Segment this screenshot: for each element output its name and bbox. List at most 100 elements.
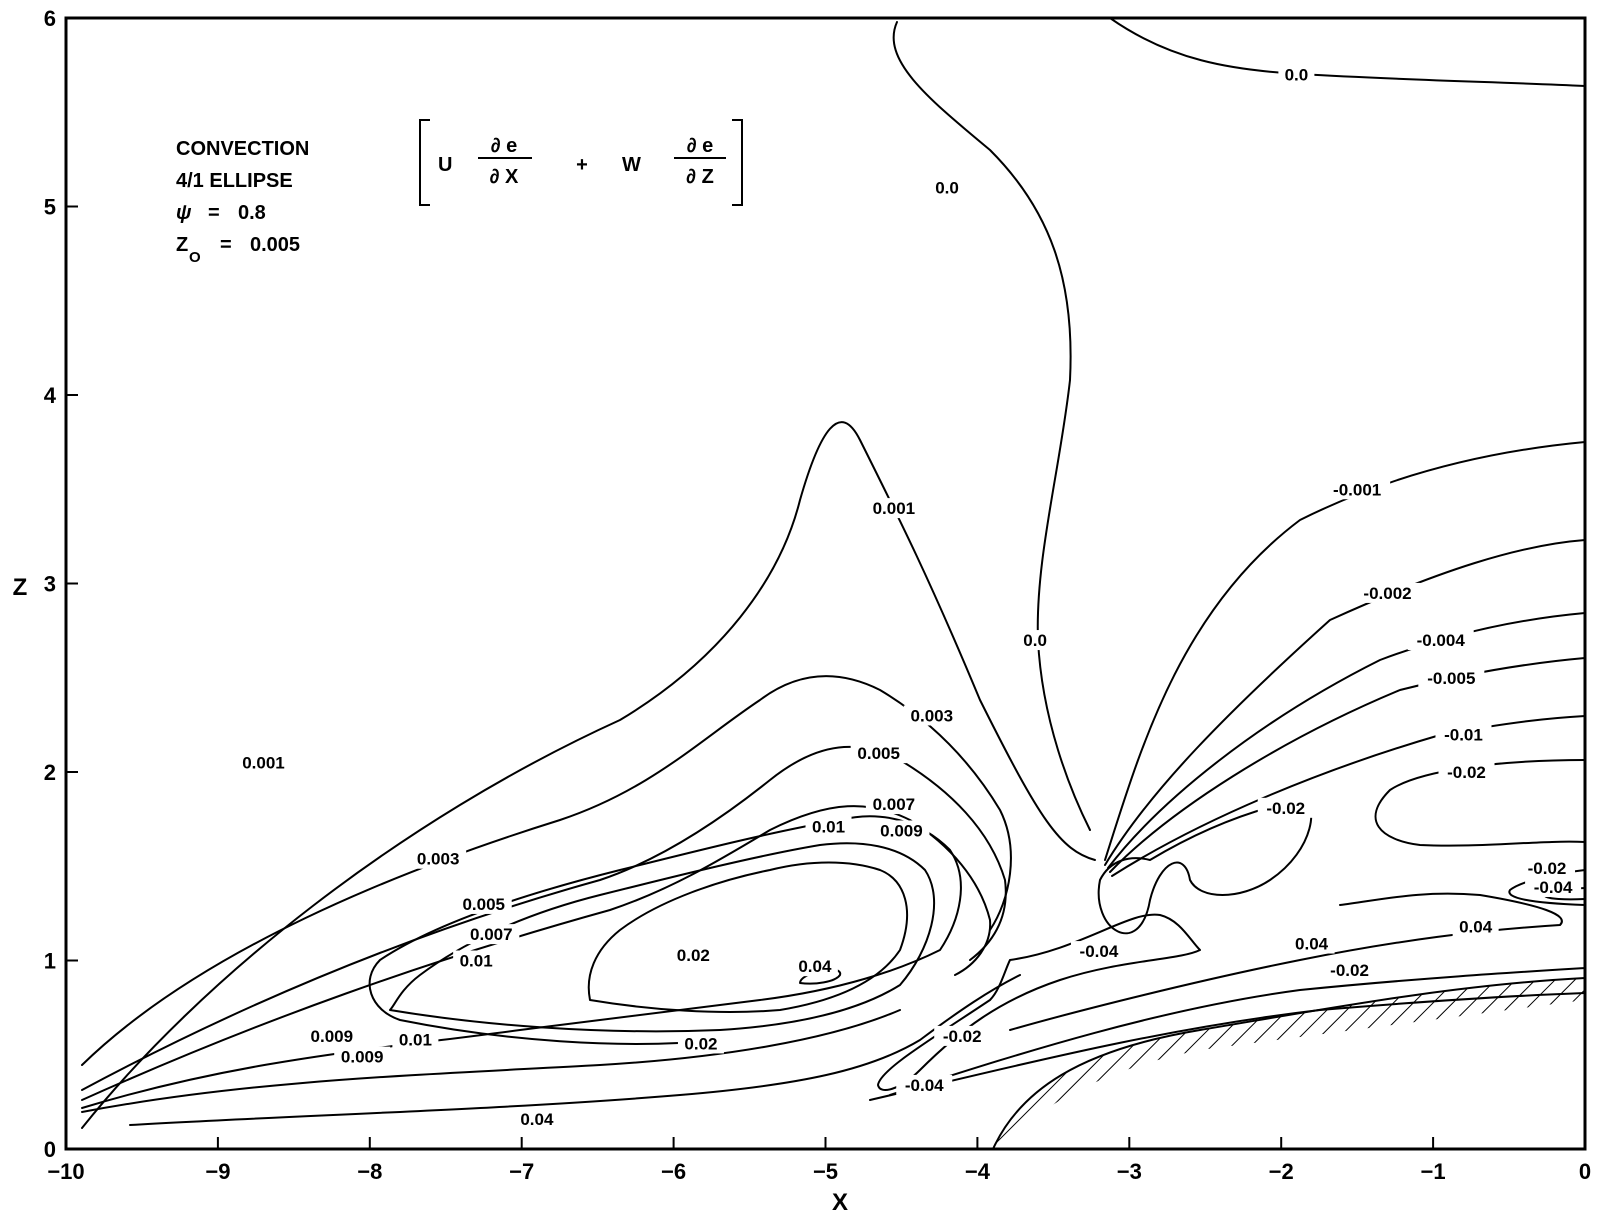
- contour-label-bg: [1321, 959, 1378, 980]
- contour-label-bg: [1017, 630, 1054, 651]
- contour-label-bg: [805, 816, 852, 837]
- z0-equals: =: [220, 234, 232, 256]
- right-bracket: [732, 119, 743, 206]
- contour-label-bg: [410, 848, 467, 869]
- y-tick-label: 6: [44, 6, 56, 31]
- x-tick-label: −5: [813, 1159, 838, 1184]
- contour-minus-0.005: [1109, 657, 1585, 873]
- x-axis-label: X: [832, 1189, 848, 1215]
- contour-label: -0.02: [1438, 762, 1495, 782]
- contour-label-bg: [1278, 64, 1315, 85]
- contour-label-bg: [1525, 876, 1582, 897]
- contour-label: -0.004: [1407, 630, 1474, 651]
- contour-label-bg: [1070, 941, 1127, 962]
- contour-0.04-bottom: [129, 974, 1021, 1126]
- formula-dz: ∂ Z: [686, 166, 714, 188]
- contour-label-text: 0.009: [311, 1027, 354, 1046]
- contour-label: -0.02: [1321, 959, 1378, 980]
- contour-minus-0.004: [1107, 612, 1585, 869]
- contour-label-bg: [1418, 667, 1485, 688]
- x-tick-label: 0: [1579, 1159, 1591, 1184]
- contour-label-bg: [896, 1074, 953, 1095]
- y-tick-label: 1: [44, 949, 56, 974]
- contour-label: 0.0: [1278, 64, 1315, 85]
- contour-label-bg: [1354, 582, 1421, 603]
- formula-dx: ∂ X: [490, 166, 519, 188]
- contour-label-text: 0.0: [1023, 631, 1047, 650]
- contour-0.009-bottom: [81, 1009, 901, 1113]
- contour-label: 0.02: [670, 944, 717, 965]
- y-tick-label: 2: [44, 760, 56, 785]
- formula-plus: +: [576, 154, 588, 176]
- contour-label-bg: [1407, 630, 1474, 651]
- contour-label-bg: [677, 1033, 724, 1054]
- formula-u: U: [438, 154, 452, 176]
- contour-label-text: -0.01: [1444, 725, 1483, 744]
- annotation-block: CONVECTION 4/1 ELLIPSE ψ = 0.8 Z O = 0.0…: [176, 138, 309, 266]
- contour-label: 0.0: [929, 177, 966, 198]
- contour-label: -0.04: [896, 1074, 953, 1095]
- contour-label: 0.003: [903, 705, 960, 726]
- contour-label-bg: [903, 705, 960, 726]
- contour-label-text: -0.004: [1417, 631, 1466, 650]
- formula-de-2: ∂ e: [687, 135, 714, 157]
- contour-label-text: 0.04: [1295, 935, 1329, 954]
- contour-label-text: 0.01: [812, 818, 845, 837]
- contour-label: 0.04: [1452, 916, 1499, 937]
- axis-ticks: [65, 17, 1586, 1150]
- z0-subscript: O: [189, 249, 201, 266]
- contour-label-text: 0.005: [857, 744, 900, 763]
- contour-label: 0.01: [805, 816, 852, 837]
- contour-label: 0.001: [235, 752, 292, 773]
- contour-label: 0.04: [513, 1108, 560, 1129]
- contour-label-text: 0.02: [684, 1034, 717, 1053]
- contour-label-text: 0.007: [873, 795, 916, 814]
- contour-label-bg: [934, 1025, 991, 1046]
- contour-label-bg: [1519, 858, 1576, 879]
- y-axis-label: Z: [13, 574, 28, 601]
- contour-label-bg: [303, 1025, 360, 1046]
- x-tick-label: −4: [965, 1159, 991, 1184]
- contour-label: 0.007: [865, 794, 922, 815]
- contour-label-text: 0.02: [677, 946, 710, 965]
- x-tick-label: −8: [357, 1159, 382, 1184]
- formula-block: U ∂ e ∂ X + W ∂ e ∂ Z: [419, 119, 743, 206]
- psi-equals: =: [208, 202, 220, 224]
- contour-label-text: -0.04: [1534, 878, 1573, 897]
- contour-label-text: 0.01: [399, 1031, 432, 1050]
- contour-label-text: 0.04: [520, 1110, 554, 1129]
- contour-label-text: 0.007: [470, 925, 513, 944]
- contour-label: 0.001: [865, 498, 922, 519]
- contour-label-text: -0.02: [1266, 799, 1305, 818]
- contour-label: 0.04: [791, 956, 838, 977]
- contour-label-text: -0.005: [1427, 669, 1475, 688]
- contour-label-bg: [929, 177, 966, 198]
- contour-label-bg: [392, 1029, 439, 1050]
- contour-label: -0.001: [1324, 479, 1391, 500]
- contour-label-bg: [235, 752, 292, 773]
- contour-minus-0.02-bottom: [889, 967, 1585, 1096]
- contour-label-bg: [791, 956, 838, 977]
- contour-label-text: -0.02: [943, 1027, 982, 1046]
- contour-label-bg: [334, 1046, 391, 1067]
- contour-label-bg: [1288, 933, 1335, 954]
- contour-minus-0.001: [1104, 441, 1585, 861]
- contour-label: 0.007: [463, 924, 520, 945]
- contour-label-bg: [1324, 479, 1391, 500]
- contour-label: 0.003: [410, 848, 467, 869]
- contour-label-bg: [1452, 916, 1499, 937]
- contour-0.007: [81, 805, 992, 1101]
- contour-0.02: [587, 861, 908, 1013]
- x-tick-label: −2: [1269, 1159, 1294, 1184]
- contour-label: -0.02: [934, 1025, 991, 1046]
- contour-lower-boundary: [869, 992, 1585, 1101]
- contour-label-text: -0.04: [1080, 942, 1119, 961]
- contour-label-bg: [513, 1108, 560, 1129]
- x-tick-label: −7: [509, 1159, 534, 1184]
- contour-label: 0.04: [1288, 933, 1335, 954]
- contour-labels: 0.0 0.0 0.0 0.001 0.001 -0.001 -0.002 -0.004 -0.…: [235, 64, 1582, 1129]
- contour-label: 0.01: [453, 950, 500, 971]
- contour-label-text: 0.003: [911, 706, 954, 725]
